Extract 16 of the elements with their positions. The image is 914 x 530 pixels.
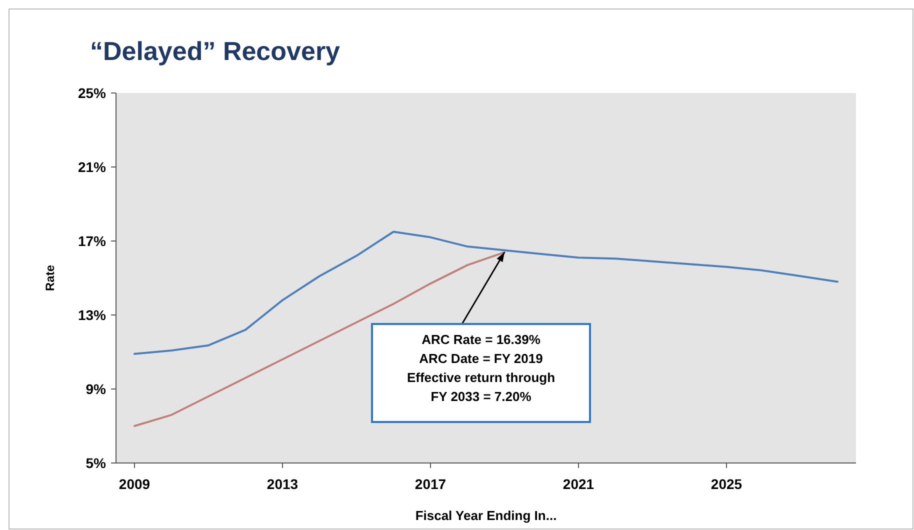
x-tick-label: 2021: [562, 476, 594, 492]
annotation: ARC Rate = 16.39% ARC Date = FY 2019 Effective return through FY 2033 = 7.20%: [406, 332, 556, 404]
y-axis-title: Rate: [43, 264, 57, 292]
x-tick-label: 2009: [118, 476, 150, 492]
y-tick-label: 9%: [86, 381, 107, 397]
x-tick-label: 2017: [414, 476, 446, 492]
y-tick-label: 5%: [86, 455, 107, 471]
y-tick-label: 21%: [78, 159, 107, 175]
y-tick-label: 17%: [78, 233, 107, 249]
y-tick-label: 13%: [78, 307, 107, 323]
chart-title: “Delayed” Recovery: [90, 36, 341, 66]
x-tick-label: 2025: [710, 476, 742, 492]
x-tick-label: 2013: [266, 476, 298, 492]
y-tick-label: 25%: [78, 85, 107, 101]
x-axis-title: Fiscal Year Ending In...: [415, 508, 557, 523]
line-series: [134, 230, 838, 355]
